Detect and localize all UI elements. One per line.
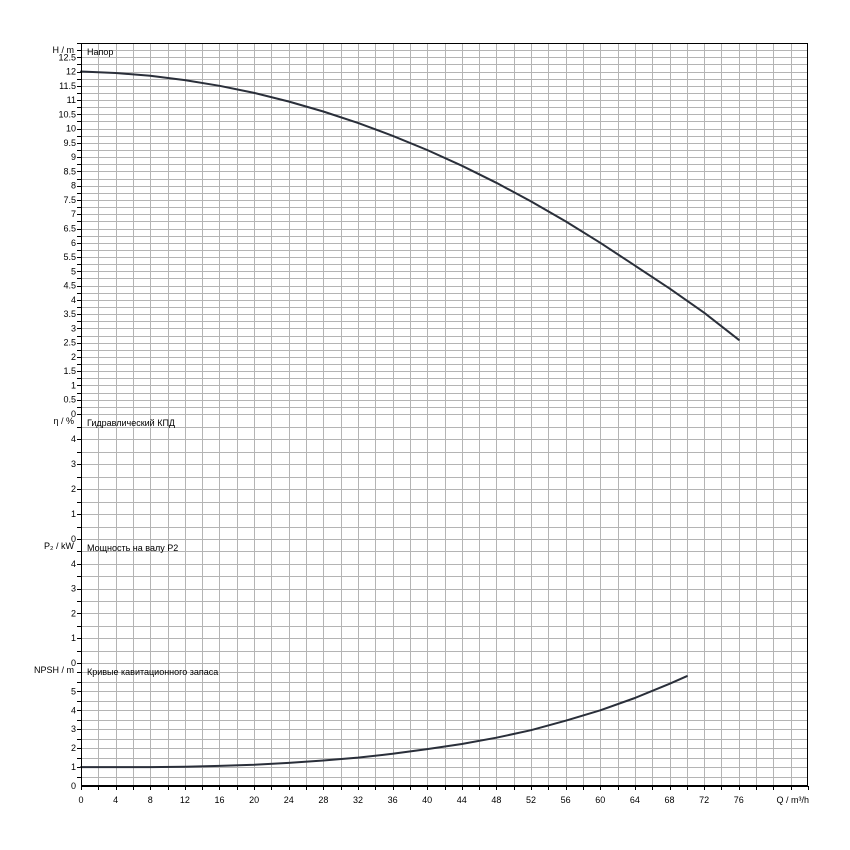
y-tick-label: 1	[71, 509, 76, 519]
y-tick-label: 11.5	[59, 81, 76, 91]
y-tick-label: 4	[71, 559, 76, 569]
x-tick-label: 28	[318, 795, 328, 805]
y-tick-label: 2	[71, 608, 76, 618]
y-tick-label: 4	[71, 705, 76, 715]
y-tick-label: 3	[71, 584, 76, 594]
x-tick-label: 12	[180, 795, 190, 805]
y-tick-label: 1	[71, 762, 76, 772]
y-tick-label: 0.5	[63, 395, 76, 405]
y-tick-label: 5	[71, 686, 76, 696]
x-tick-label: 48	[491, 795, 501, 805]
panel-power: 0 1 2 3 4 P₂ / kW Мощность на валу P2	[44, 539, 808, 668]
panel-title: Мощность на валу P2	[87, 543, 178, 553]
y-tick-label: 10	[66, 124, 76, 134]
x-tick-label: 72	[699, 795, 709, 805]
x-tick-label: 24	[284, 795, 294, 805]
x-tick-label: 56	[561, 795, 571, 805]
y-tick-label: 12.5	[58, 52, 76, 62]
y-tick-label: 8	[71, 181, 76, 191]
plot-frame	[81, 43, 808, 786]
y-axis-label: H / m	[53, 45, 75, 55]
y-tick-label: 1.5	[63, 366, 76, 376]
x-axis-label: Q / m³/h	[776, 795, 809, 805]
y-tick-label: 3	[71, 323, 76, 333]
y-tick-label: 1	[71, 633, 76, 643]
panel-efficiency: 0 1 2 3 4 η / % Гидравлический КПД	[53, 414, 808, 544]
y-tick-label: 2	[71, 352, 76, 362]
y-tick-label: 1	[71, 380, 76, 390]
x-tick-label: 4	[113, 795, 118, 805]
x-tick-label: 68	[665, 795, 675, 805]
y-tick-label: 4.5	[63, 281, 76, 291]
y-tick-label: 0	[71, 781, 76, 791]
x-tick-label: 36	[388, 795, 398, 805]
y-tick-label: 5.5	[63, 252, 76, 262]
y-tick-label: 7	[71, 209, 76, 219]
y-tick-label: 3.5	[63, 309, 76, 319]
y-tick-label: 2	[71, 743, 76, 753]
x-tick-label: 60	[595, 795, 605, 805]
y-tick-label: 9	[71, 152, 76, 162]
y-tick-label: 0	[71, 658, 76, 668]
y-tick-label: 6.5	[63, 224, 76, 234]
panel-title: Напор	[87, 47, 113, 57]
panel-head: 00.511.522.533.544.555.566.577.588.599.5…	[53, 43, 808, 419]
y-tick-label: 0	[71, 534, 76, 544]
x-tick-label: 32	[353, 795, 363, 805]
panel-npsh: 0 1 2 3 4 5 NPSH / m Кривые кавитационного запа…	[34, 663, 808, 791]
y-tick-label: 8.5	[63, 166, 76, 176]
x-tick-label: 76	[734, 795, 744, 805]
y-tick-label: 4	[71, 295, 76, 305]
y-axis-label: P₂ / kW	[44, 541, 74, 551]
x-tick-label: 52	[526, 795, 536, 805]
y-tick-label: 10.5	[58, 109, 76, 119]
y-axis-label: NPSH / m	[34, 665, 74, 675]
panel-title: Кривые кавитационного запаса	[87, 667, 218, 677]
y-tick-label: 12	[66, 67, 76, 77]
x-axis: 0 4 8 12 16 20 24 28 32 36 40 44 48 52 56 60 64 68 72 76 Q /…	[78, 786, 809, 805]
x-tick-label: 8	[148, 795, 153, 805]
y-tick-label: 2.5	[63, 338, 76, 348]
y-tick-label: 6	[71, 238, 76, 248]
y-tick-label: 4	[71, 434, 76, 444]
y-tick-label: 3	[71, 724, 76, 734]
x-tick-label: 16	[214, 795, 224, 805]
y-tick-label: 9.5	[63, 138, 76, 148]
y-tick-label: 2	[71, 484, 76, 494]
y-tick-label: 0	[71, 409, 76, 419]
y-tick-label: 5	[71, 266, 76, 276]
x-tick-label: 20	[249, 795, 259, 805]
y-tick-label: 7.5	[63, 195, 76, 205]
npsh-curve	[80, 675, 688, 769]
x-tick-label: 0	[78, 795, 83, 805]
x-tick-label: 44	[457, 795, 467, 805]
y-tick-label: 11	[67, 95, 76, 105]
x-tick-label: 64	[630, 795, 640, 805]
y-axis-label: η / %	[53, 416, 74, 426]
panel-title: Гидравлический КПД	[87, 418, 175, 428]
x-tick-label: 40	[422, 795, 432, 805]
y-tick-label: 3	[71, 459, 76, 469]
head-curve	[80, 70, 740, 341]
